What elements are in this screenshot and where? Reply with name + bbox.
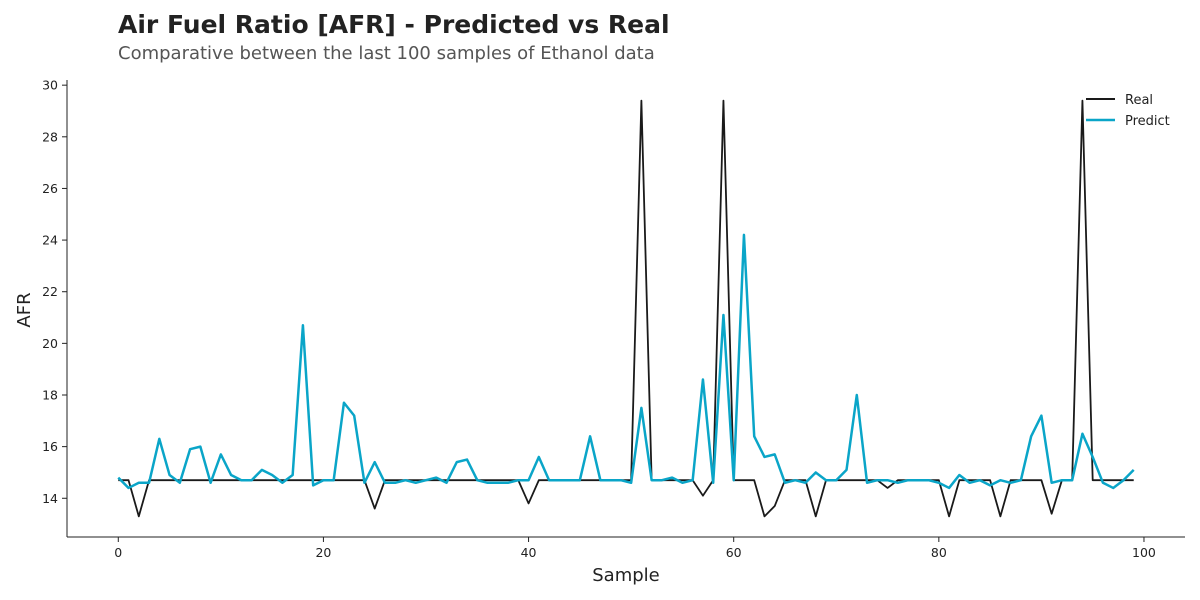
- y-tick-label: 22: [42, 284, 58, 299]
- x-ticks: 0 20 40 60 80 100: [114, 537, 1156, 560]
- legend: Real Predict: [1086, 93, 1170, 129]
- x-tick-label: 60: [726, 545, 742, 560]
- legend-real-label: Real: [1125, 93, 1153, 108]
- axes: [66, 80, 1185, 538]
- x-tick-label: 100: [1132, 545, 1156, 560]
- series-line-predict: [117, 233, 1135, 490]
- chart-title: Air Fuel Ratio [AFR] - Predicted vs Real: [118, 10, 670, 39]
- chart-subtitle: Comparative between the last 100 samples…: [118, 43, 655, 64]
- y-tick-label: 30: [42, 78, 58, 93]
- y-tick-label: 16: [42, 439, 58, 454]
- y-tick-label: 26: [42, 181, 58, 196]
- y-ticks: 14 16 18 20 22 24 26 28 30: [42, 78, 67, 506]
- x-tick-label: 40: [521, 545, 537, 560]
- x-tick-label: 0: [114, 545, 122, 560]
- series-line-real: [118, 99, 1134, 518]
- y-tick-label: 18: [42, 387, 58, 402]
- series-group: [117, 99, 1135, 518]
- y-tick-label: 14: [42, 491, 58, 506]
- x-tick-label: 80: [931, 545, 947, 560]
- x-axis-label: Sample: [592, 565, 660, 586]
- x-tick-label: 20: [315, 545, 331, 560]
- y-tick-label: 28: [42, 129, 58, 144]
- legend-predict-label: Predict: [1125, 114, 1170, 129]
- y-axis-label: AFR: [14, 292, 35, 327]
- y-tick-label: 20: [42, 336, 58, 351]
- y-tick-label: 24: [42, 233, 58, 248]
